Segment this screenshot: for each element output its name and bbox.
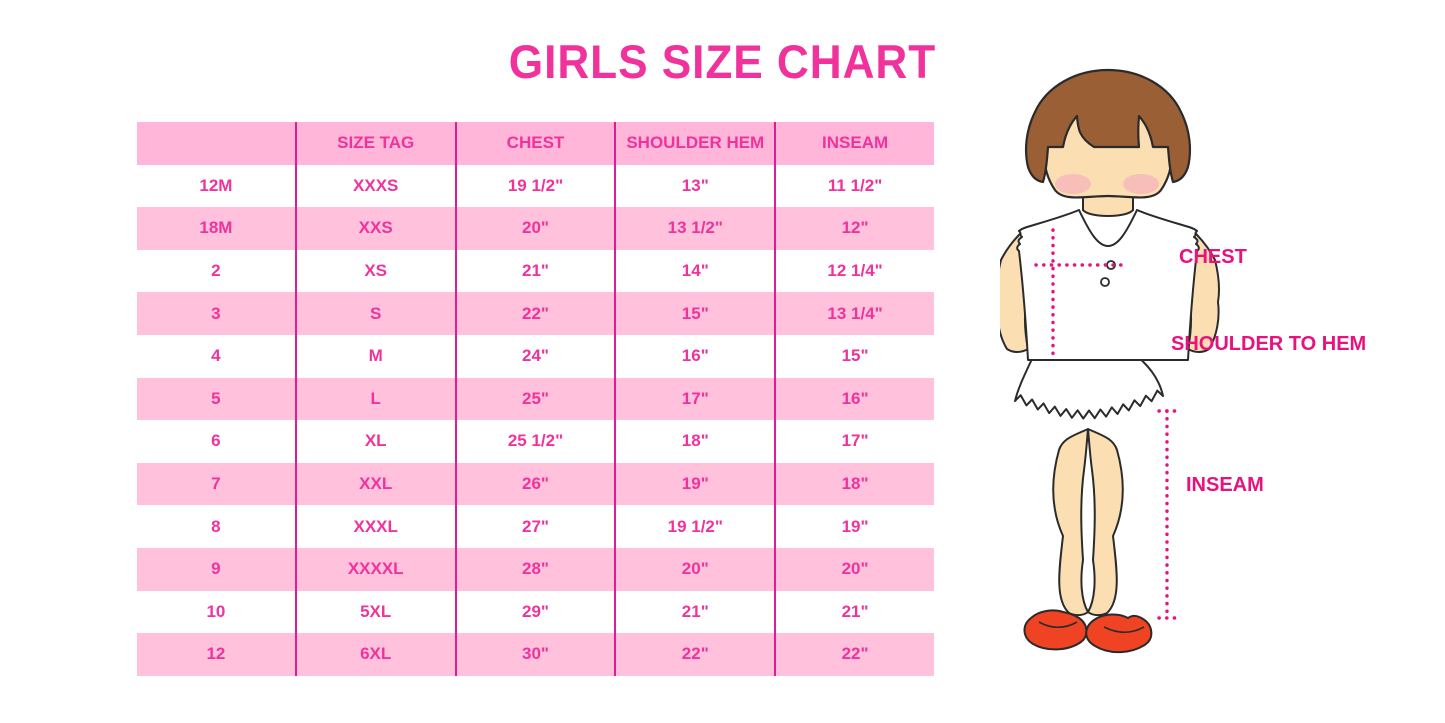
svg-text:SHOULDER TO HEM: SHOULDER TO HEM [1171, 333, 1366, 355]
svg-text:CHEST: CHEST [1179, 246, 1247, 268]
svg-text:INSEAM: INSEAM [1186, 474, 1264, 496]
